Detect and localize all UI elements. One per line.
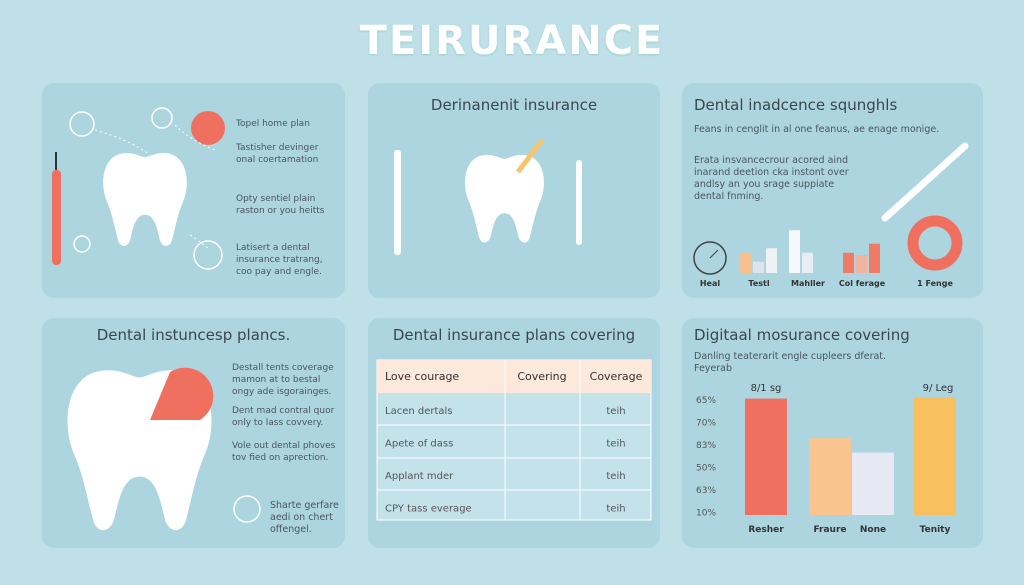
text: Erata insvancecrour acored aind inarand …: [694, 155, 849, 202]
table-header: Love courage: [385, 370, 459, 383]
cap: [150, 367, 214, 420]
bar: [914, 397, 956, 515]
panel-title: Dental insurance plans covering: [392, 326, 636, 344]
y-axis-label: 50%: [696, 464, 716, 474]
connector: [94, 124, 216, 251]
subtitle: Danling teaterarit engle cupleers dferat…: [694, 351, 887, 362]
bar: [745, 398, 787, 515]
title: TEIRURANCE: [359, 18, 665, 64]
x-tick-label: Fraure: [813, 525, 846, 535]
tool: [394, 150, 401, 255]
panel-title: Derinanenit insurance: [430, 96, 598, 114]
tool: [576, 160, 582, 245]
x-tick-label: None: [860, 525, 886, 535]
x-tick-label: Testl: [748, 279, 769, 288]
x-tick-label: Mahller: [791, 279, 825, 288]
bar: [856, 255, 867, 273]
bar: [869, 243, 880, 273]
table-header: Covering: [517, 370, 566, 383]
y-axis-label: 70%: [696, 419, 716, 429]
annotation: 9/ Leg: [923, 383, 954, 394]
list-item: Tastisher devinger onal coertamation: [236, 143, 319, 165]
panel-title: Dental inadcence squnghls: [694, 96, 898, 114]
panel-title: Dental instuncesp plancs.: [96, 326, 291, 344]
table-cell: teih: [606, 439, 625, 450]
y-axis-label: 83%: [696, 441, 716, 451]
x-tick-label: 1 Fenge: [917, 279, 953, 288]
y-axis-label: 10%: [696, 509, 716, 519]
table-header: Coverage: [590, 370, 643, 383]
list-item: Dent mad contral quor only to lass covve…: [232, 406, 335, 428]
bar: [753, 261, 764, 273]
tool: [881, 142, 969, 222]
brush: [516, 138, 544, 174]
gauge: [693, 241, 727, 275]
y-axis-label: 63%: [696, 486, 716, 496]
list-item: Vole out dental phoves tov fied on aprec…: [232, 441, 336, 463]
gauge-needle: [709, 249, 719, 259]
dot: [191, 111, 225, 145]
ring: [907, 215, 963, 271]
panel-title: Digitaal mosurance covering: [694, 326, 910, 344]
note: Sharte gerfare aedi on chert offengel.: [270, 500, 339, 535]
bar: [843, 252, 854, 273]
x-tick-label: Tenity: [920, 525, 951, 535]
table-cell: teih: [606, 406, 625, 417]
bar: [809, 438, 851, 515]
table-header-bg: [377, 360, 651, 393]
table-cell: Applant mder: [385, 471, 454, 482]
icon: [233, 495, 261, 523]
list-item: Topel home plan: [236, 119, 310, 129]
table-cell: Lacen dertals: [385, 406, 453, 417]
bar: [789, 230, 800, 273]
panel: [42, 83, 345, 298]
pen: [52, 170, 61, 265]
bar: [740, 252, 751, 273]
list-item: Latisert a dental insurance tratrang, co…: [236, 243, 323, 277]
subtitle: Feyerab: [694, 363, 733, 374]
list-item: Destall tents coverage mamon at to besta…: [232, 363, 334, 397]
table-cell: Apete of dass: [385, 439, 453, 450]
subtitle: Feans in cenglit in al one feanus, ae en…: [694, 124, 940, 135]
y-axis-label: 65%: [696, 396, 716, 406]
bar: [852, 452, 894, 515]
x-tick-label: Col ferage: [839, 279, 886, 288]
icon: [73, 235, 91, 253]
icon: [151, 107, 173, 129]
table: [376, 359, 652, 521]
table-cell: teih: [606, 504, 625, 515]
list-item: Opty sentiel plain raston or you heitts: [236, 194, 325, 216]
bar: [802, 252, 813, 273]
annotation: 8/1 sg: [751, 383, 782, 394]
bar: [766, 248, 777, 273]
icon: [69, 111, 95, 137]
table-cell: teih: [606, 471, 625, 482]
table-cell: CPY tass everage: [385, 504, 472, 515]
icon: [193, 240, 223, 270]
x-tick-label: Heal: [700, 279, 721, 288]
x-tick-label: Resher: [748, 525, 784, 535]
